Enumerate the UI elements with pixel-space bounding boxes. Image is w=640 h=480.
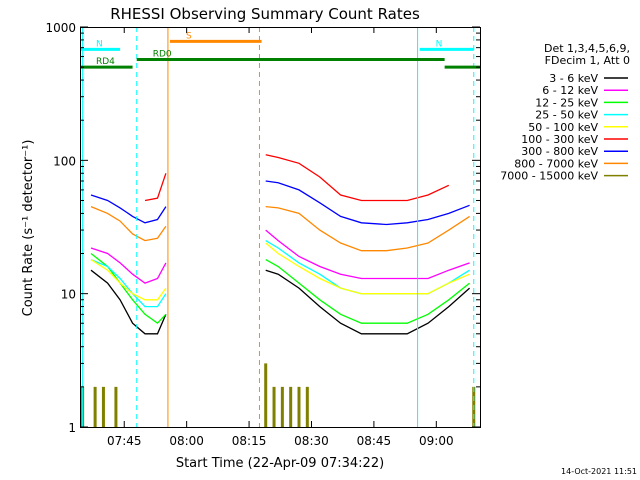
legend-label-6: 300 - 800 keV (521, 145, 598, 158)
series-100-300-kev-line-0 (144, 173, 167, 202)
legend-label-1: 6 - 12 keV (542, 84, 598, 97)
series-12-25-kev (90, 252, 471, 325)
x-tick-label-0: 07:45 (107, 434, 142, 448)
series-7000-15000-kev-bar-1 (93, 386, 97, 427)
series-6-12-kev (90, 229, 470, 284)
series-800-7000-kev-line-0 (90, 205, 167, 242)
x-axis-label: Start Time (22-Apr-09 07:34:22) (176, 456, 384, 471)
legend-label-7: 800 - 7000 keV (514, 157, 598, 170)
series-7000-15000-kev (81, 363, 476, 427)
series-12-25-kev-line-1 (265, 259, 471, 324)
series-100-300-kev-line-1 (265, 154, 450, 202)
legend-header-0: Det 1,3,4,5,6,9, (544, 42, 630, 55)
chart-title: RHESSI Observing Summary Count Rates (110, 5, 420, 23)
series-50-100-kev-line-1 (265, 242, 470, 295)
series-7000-15000-kev-bar-9 (305, 386, 309, 427)
x-axis: 07:45 08:00 08:15 08:30 08:45 09:00 (107, 27, 454, 448)
series-7000-15000-kev-bar-8 (297, 386, 301, 427)
y-axis: 1 10 100 1000 (45, 21, 480, 435)
series-800-7000-kev (90, 205, 470, 252)
y-tick-label-1: 10 (61, 288, 76, 302)
series-7000-15000-kev-bar-7 (289, 386, 293, 427)
series-3-6-kev-line-1 (265, 269, 471, 335)
series-6-12-kev-line-1 (265, 229, 470, 280)
series-300-800-kev-line-1 (265, 180, 470, 226)
x-tick-label-3: 08:30 (294, 434, 329, 448)
series-7000-15000-kev-bar-5 (272, 386, 276, 427)
x-tick-label-2: 08:15 (232, 434, 267, 448)
series-50-100-kev (90, 242, 470, 301)
series-3-6-kev (90, 269, 471, 335)
annotation-label-1: N (96, 39, 103, 49)
series-25-50-kev (90, 240, 470, 308)
x-tick-label-5: 09:00 (419, 434, 454, 448)
series-7000-15000-kev-bar-4 (264, 363, 268, 427)
legend-label-0: 3 - 6 keV (549, 72, 598, 85)
y-tick-label-2: 100 (53, 154, 76, 168)
legend-label-8: 7000 - 15000 keV (500, 170, 598, 183)
series-800-7000-kev-line-1 (265, 205, 470, 252)
series-3-6-kev-line-0 (90, 269, 167, 335)
series-300-800-kev-line-0 (90, 194, 167, 224)
generated-timestamp: 14-Oct-2021 11:51 (561, 467, 637, 476)
chart-annotations: S N N RD0 RD4 (80, 27, 480, 427)
series-300-800-kev (90, 180, 470, 226)
series-6-12-kev-line-0 (90, 247, 167, 284)
annotation-label-0: S (186, 31, 192, 41)
annotation-label-3: RD0 (153, 50, 172, 60)
legend-label-3: 25 - 50 keV (535, 109, 598, 122)
annotation-label-4: RD4 (96, 57, 115, 67)
y-tick-label-3: 1000 (45, 21, 76, 35)
annotation-label-2: N (436, 39, 443, 49)
legend: Det 1,3,4,5,6,9,FDecim 1, Att 0 3 - 6 keV… (500, 42, 630, 183)
chart-data-layer (81, 154, 476, 427)
x-tick-label-1: 08:00 (169, 434, 204, 448)
plot-frame (80, 27, 481, 428)
series-7000-15000-kev-bar-3 (114, 386, 118, 427)
series-50-100-kev-line-0 (90, 259, 167, 301)
y-tick-label-0: 1 (68, 421, 76, 435)
series-7000-15000-kev-bar-2 (101, 386, 105, 427)
y-axis-label: Count Rate (s⁻¹ detector⁻¹) (21, 140, 36, 317)
x-tick-label-4: 08:45 (357, 434, 392, 448)
legend-label-2: 12 - 25 keV (535, 96, 598, 109)
series-7000-15000-kev-bar-6 (280, 386, 284, 427)
legend-label-5: 100 - 300 keV (521, 133, 598, 146)
legend-label-4: 50 - 100 keV (528, 121, 598, 134)
series-100-300-kev (144, 154, 450, 202)
legend-header-1: FDecim 1, Att 0 (545, 54, 630, 67)
